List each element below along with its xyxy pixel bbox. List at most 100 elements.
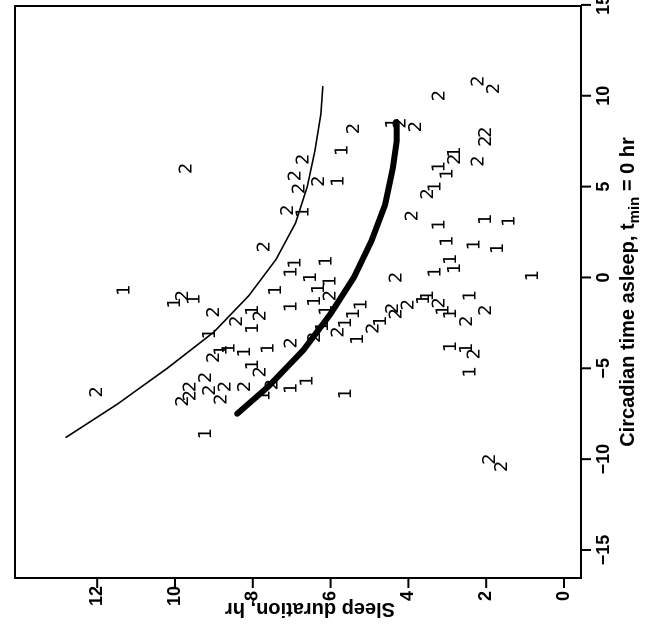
y-tick-label: 6 xyxy=(319,591,339,601)
data-point-label: 1 xyxy=(464,239,485,250)
data-point-label: 2 xyxy=(234,381,255,392)
data-point-label: 2 xyxy=(250,310,271,321)
data-point-label: 2 xyxy=(180,381,201,392)
data-point-label: 1 xyxy=(432,304,453,315)
data-point-label: 2 xyxy=(386,272,407,283)
data-point-label: 2 xyxy=(362,323,383,334)
x-tick-label: −15 xyxy=(593,535,613,566)
data-point-label: 1 xyxy=(265,284,286,295)
data-point-label: 1 xyxy=(429,219,450,230)
data-point-label: 2 xyxy=(444,154,465,165)
data-point-label: 1 xyxy=(413,294,434,305)
data-point-label: 2 xyxy=(475,126,496,137)
data-point-label: 1 xyxy=(460,366,481,377)
x-tick-label: −10 xyxy=(593,444,613,475)
x-axis-title: Circadian time asleep, tmin = 0 hr xyxy=(617,137,643,447)
data-point-label: 1 xyxy=(281,383,302,394)
data-point-label: 2 xyxy=(261,379,282,390)
x-tick-label: 5 xyxy=(593,182,613,192)
y-tick-label: 8 xyxy=(242,591,262,601)
y-axis-title: Sleep duration, hr xyxy=(225,598,395,620)
data-point-label: 1 xyxy=(382,117,403,128)
data-point-label: 2 xyxy=(289,183,310,194)
data-point-label: 1 xyxy=(300,272,321,283)
data-point-label: 1 xyxy=(195,428,216,439)
data-point-label: 1 xyxy=(351,299,372,310)
thin-curve xyxy=(65,85,324,439)
data-point-label: 2 xyxy=(172,290,193,301)
data-point-label: 1 xyxy=(281,266,302,277)
data-point-label: 1 xyxy=(425,266,446,277)
data-point-label: 1 xyxy=(335,388,356,399)
data-point-label: 2 xyxy=(195,372,216,383)
data-point-label: 2 xyxy=(456,315,477,326)
data-point-label: 2 xyxy=(199,384,220,395)
data-point-label: 1 xyxy=(234,346,255,357)
data-point-label: 2 xyxy=(281,337,302,348)
data-point-label: 2 xyxy=(285,170,306,181)
data-point-label: 1 xyxy=(327,175,348,186)
data-point-label: 2 xyxy=(211,393,232,404)
data-point-label: 1 xyxy=(281,301,302,312)
data-point-label: 1 xyxy=(440,254,461,265)
x-tick-label: −5 xyxy=(593,358,613,379)
data-point-label: 2 xyxy=(304,332,325,343)
x-axis-title-suffix: = 0 hr xyxy=(617,137,639,197)
x-tick-label: 0 xyxy=(593,272,613,282)
data-point-label: 2 xyxy=(277,204,298,215)
data-point-label: 1 xyxy=(199,328,220,339)
data-point-label: 1 xyxy=(304,295,325,306)
data-point-label: 1 xyxy=(183,294,204,305)
data-point-label: 2 xyxy=(483,83,504,94)
y-tick-label: 4 xyxy=(397,591,417,601)
x-tick-label: 15 xyxy=(593,0,613,15)
data-point-label: 1 xyxy=(312,321,333,332)
data-point-label: 1 xyxy=(296,375,317,386)
data-point-label: 2 xyxy=(386,308,407,319)
data-point-label: 1 xyxy=(164,297,185,308)
data-point-label: 2 xyxy=(172,395,193,406)
data-point-label: 2 xyxy=(417,188,438,199)
data-point-label: 2 xyxy=(475,135,496,146)
data-point-label: 1 xyxy=(370,315,391,326)
data-point-label: 1 xyxy=(242,323,263,334)
data-point-label: 1 xyxy=(343,308,364,319)
data-point-label: 2 xyxy=(226,315,247,326)
data-point-label: 2 xyxy=(203,352,224,363)
data-point-label: 1 xyxy=(417,290,438,301)
data-point-label: 2 xyxy=(292,154,313,165)
data-point-label: 1 xyxy=(440,341,461,352)
data-point-label: 1 xyxy=(316,255,337,266)
data-point-label: 1 xyxy=(320,275,341,286)
data-point-label: 1 xyxy=(316,304,337,315)
data-point-label: 1 xyxy=(219,343,240,354)
data-point-label: 1 xyxy=(331,145,352,156)
data-point-label: 2 xyxy=(176,163,197,174)
data-point-label: 2 xyxy=(467,155,488,166)
x-axis-ticks: −15 −10 −5 0 5 10 15 xyxy=(581,0,613,565)
data-point-label: 2 xyxy=(215,381,236,392)
data-point-label: 2 xyxy=(343,123,364,134)
data-point-label: 1 xyxy=(475,214,496,225)
data-point-label: 2 xyxy=(401,210,422,221)
data-point-label: 1 xyxy=(460,290,481,301)
data-point-label: 2 xyxy=(467,75,488,86)
y-axis-ticks: 0 2 4 6 8 10 12 xyxy=(86,578,573,606)
plot-frame xyxy=(14,5,582,579)
data-point-label: 1 xyxy=(456,343,477,354)
data-point-label: 2 xyxy=(86,386,107,397)
data-point-label: 1 xyxy=(499,215,520,226)
y-tick-label: 0 xyxy=(553,591,573,601)
data-point-label: 2 xyxy=(250,366,271,377)
data-point-label: 1 xyxy=(487,243,508,254)
data-point-label: 1 xyxy=(429,161,450,172)
data-point-label: 1 xyxy=(211,344,232,355)
data-point-label: 1 xyxy=(444,146,465,157)
data-point-label: 2 xyxy=(479,453,500,464)
data-point-label: 2 xyxy=(180,390,201,401)
data-point-label: 1 xyxy=(242,304,263,315)
data-point-label: 1 xyxy=(436,235,457,246)
data-point-label: 2 xyxy=(327,326,348,337)
